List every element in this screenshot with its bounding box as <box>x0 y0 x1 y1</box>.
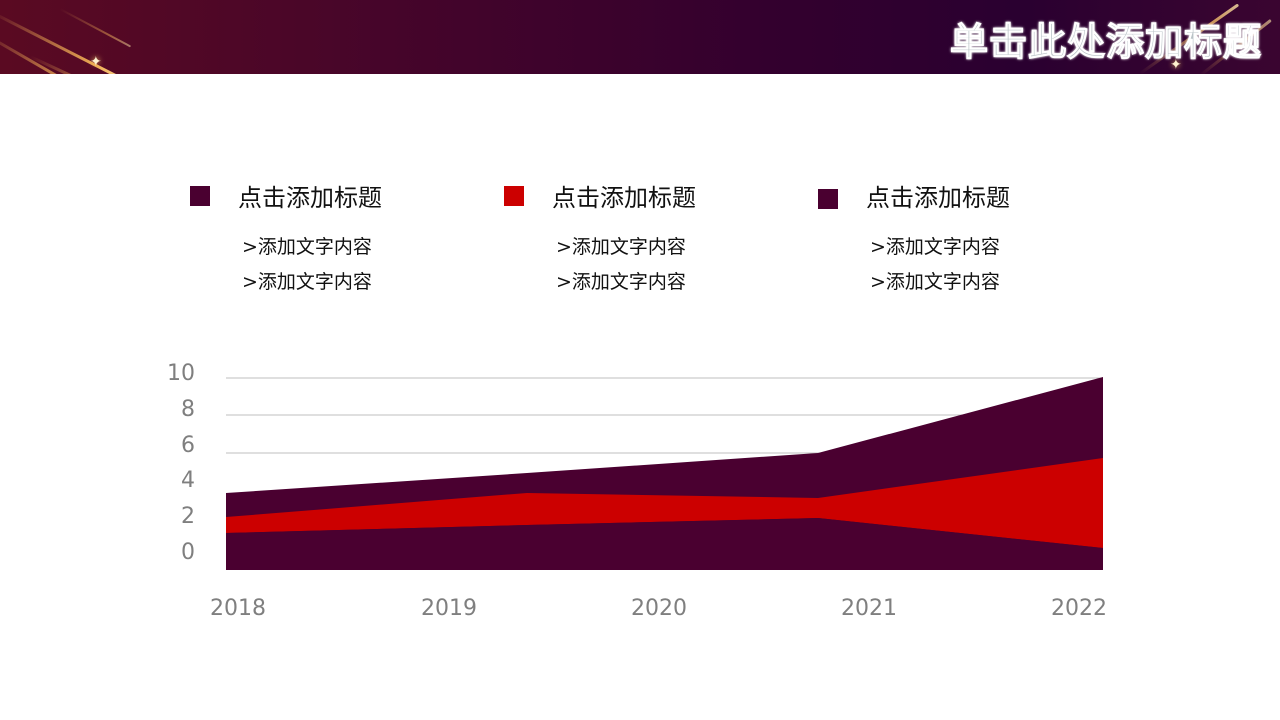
legend-swatch <box>190 186 210 206</box>
y-tick-label: 0 <box>181 540 195 565</box>
legend-text[interactable]: >添加文字内容 <box>242 236 372 258</box>
series-1-area <box>226 518 1103 570</box>
y-tick-label: 4 <box>181 468 195 493</box>
y-tick-label: 8 <box>181 397 195 422</box>
y-tick-label: 10 <box>167 361 195 386</box>
x-tick-label: 2022 <box>1051 596 1107 621</box>
x-tick-label: 2018 <box>210 596 266 621</box>
y-tick-label: 2 <box>181 504 195 529</box>
y-tick-label: 6 <box>181 433 195 458</box>
x-tick-label: 2021 <box>841 596 897 621</box>
legend-title[interactable]: 点击添加标题 <box>866 184 1010 212</box>
star-icon: ✦ <box>90 54 102 70</box>
x-tick-label: 2020 <box>631 596 687 621</box>
header-banner: ✦ ✦ 单击此处添加标题 <box>0 0 1280 74</box>
legend-title[interactable]: 点击添加标题 <box>238 184 382 212</box>
legend-text[interactable]: >添加文字内容 <box>242 271 372 293</box>
legend-title[interactable]: 点击添加标题 <box>552 184 696 212</box>
legend-text[interactable]: >添加文字内容 <box>556 236 686 258</box>
legend-swatch <box>818 189 838 209</box>
legend-text[interactable]: >添加文字内容 <box>870 271 1000 293</box>
legend-text[interactable]: >添加文字内容 <box>870 236 1000 258</box>
series-2-area <box>226 458 1103 548</box>
x-tick-label: 2019 <box>421 596 477 621</box>
legend-text[interactable]: >添加文字内容 <box>556 271 686 293</box>
legend-swatch <box>504 186 524 206</box>
star-icon: ✦ <box>1170 57 1182 73</box>
page-title[interactable]: 单击此处添加标题 <box>949 20 1262 65</box>
